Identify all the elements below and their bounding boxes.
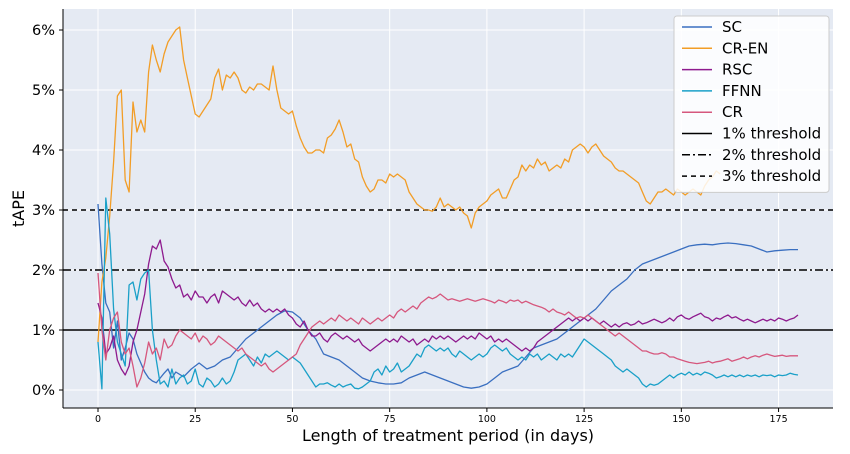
- series-line-sc: [97, 203, 798, 389]
- y-tick-label: 5%: [32, 83, 55, 99]
- x-tick-label: 150: [672, 414, 690, 425]
- legend-label: 2% threshold: [722, 146, 821, 164]
- series-line-cr: [97, 272, 798, 388]
- legend-label: CR-EN: [722, 39, 768, 57]
- legend-label: FFNN: [722, 82, 762, 100]
- x-tick-label: 175: [769, 414, 787, 425]
- y-tick-label: 0%: [32, 383, 55, 399]
- series-line-rsc: [97, 239, 799, 376]
- legend-label: SC: [722, 18, 742, 36]
- y-tick-label: 1%: [32, 323, 55, 339]
- y-tick-label: 2%: [32, 263, 55, 279]
- x-tick-label: 0: [95, 414, 101, 425]
- y-axis-ticks: 0% 1% 2% 3% 4% 5% 6%: [32, 23, 63, 399]
- y-axis-label: tAPE: [9, 190, 28, 227]
- x-tick-label: 125: [575, 414, 593, 425]
- legend-box: [673, 15, 830, 193]
- x-axis-label: Length of treatment period (in days): [302, 426, 594, 445]
- x-tick-label: 75: [384, 414, 396, 425]
- y-tick-label: 6%: [32, 23, 55, 39]
- axes: [62, 9, 833, 409]
- series-line-cr-en: [97, 26, 721, 343]
- x-tick-label: 50: [286, 414, 298, 425]
- series-lines: [97, 26, 799, 390]
- y-tick-label: 3%: [32, 203, 55, 219]
- x-tick-label: 25: [189, 414, 201, 425]
- legend-label: 1% threshold: [722, 125, 821, 143]
- legend: SC CR-EN RSC FFNN CR 1% threshold 2% threshold…: [673, 15, 830, 193]
- legend-label: 3% threshold: [722, 167, 821, 185]
- threshold-lines: [63, 209, 833, 331]
- x-axis-ticks: 0 25 50 75 100 125 150 175: [95, 408, 788, 425]
- x-tick-label: 100: [478, 414, 496, 425]
- y-tick-label: 4%: [32, 143, 55, 159]
- legend-label: RSC: [722, 61, 752, 79]
- series-line-ffnn: [97, 197, 799, 390]
- legend-label: CR: [722, 103, 743, 121]
